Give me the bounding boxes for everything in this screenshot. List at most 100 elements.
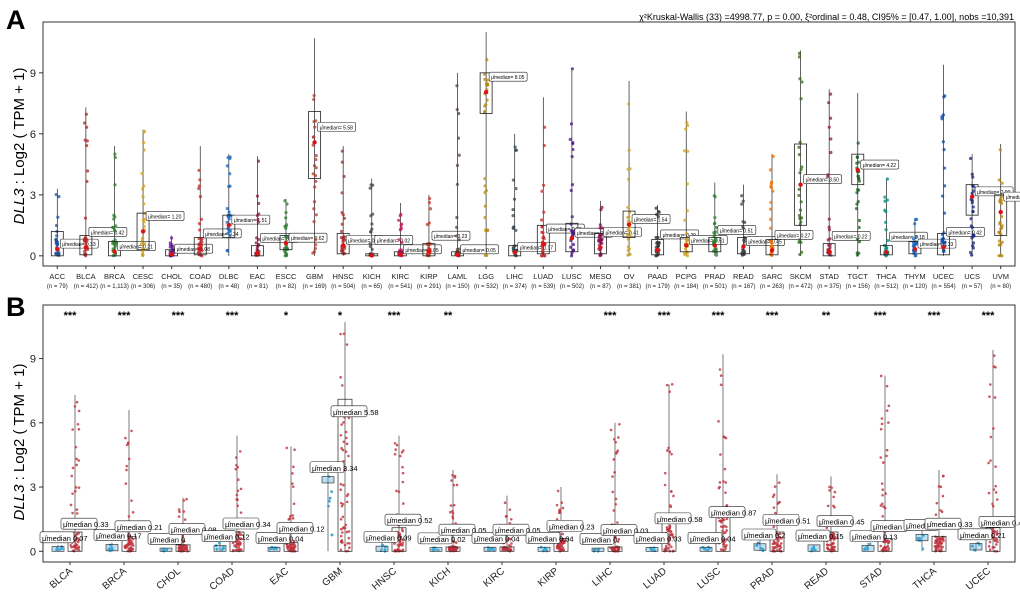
tumor-point-KIRC [508, 521, 512, 525]
data-point-TGCT [855, 161, 859, 165]
data-point-UVM [999, 215, 1004, 219]
data-point-SKCM [797, 55, 802, 59]
data-point-KIRC [399, 212, 403, 216]
tumor-point-LIHC [616, 521, 619, 524]
y-tick-label-b: 0 [30, 546, 36, 558]
data-point-DLBC [225, 164, 229, 168]
data-point-DLBC [225, 206, 229, 211]
tumor-point-LUAD [670, 383, 674, 386]
tumor-point-BRCA [124, 436, 127, 440]
tumor-point-LUAD [670, 545, 673, 549]
tumor-point-GBM [339, 482, 343, 486]
normal-box-LIHC [591, 547, 605, 552]
tumor-point-THCA [939, 509, 943, 512]
tumor-point-BRCA [124, 482, 128, 485]
x-tick-label-PRAD: PRAD [704, 272, 725, 281]
data-point-PAAD [656, 235, 660, 240]
x-tick-label-EAC: EAC [250, 272, 266, 281]
tumor-point-GBM [347, 454, 350, 458]
data-point-UCS [970, 253, 974, 257]
tumor-point-KICH [452, 503, 456, 507]
tumor-point-EAC [291, 514, 295, 517]
tumor-point-COAD [237, 533, 240, 537]
x-tick-n-PCPG: (n = 184) [674, 284, 698, 290]
tumor-point-BLCA [77, 545, 81, 549]
tumor-median-label-PRAD: μ̂median 0.51 [765, 516, 811, 525]
normal-box-COAD [213, 545, 227, 552]
tumor-point-CHOL [185, 548, 189, 551]
normal-point-BRCA [111, 548, 114, 551]
tumor-point-BRCA [125, 464, 129, 468]
tumor-point-UCEC [995, 530, 999, 533]
tumor-point-COAD [240, 537, 243, 541]
tumor-point-STAD [883, 506, 887, 510]
tumor-median-label-LUAD: μ̂median 0.58 [657, 515, 703, 524]
tumor-point-LIHC [614, 440, 618, 444]
data-point-UVM [997, 239, 1002, 243]
data-point-SARC [769, 207, 773, 211]
median-label-box-ESCC [288, 232, 328, 243]
data-point-STAD [827, 217, 831, 221]
data-point-STAD [827, 228, 832, 232]
tumor-point-STAD [887, 540, 891, 543]
data-point-OV [627, 148, 631, 152]
tumor-point-LUSC [723, 545, 727, 548]
median-point-MESO [598, 245, 603, 250]
data-point-PCPG [683, 218, 687, 222]
data-point-STAD [829, 150, 833, 155]
tumor-point-GBM [340, 504, 344, 508]
tumor-point-EAC [292, 539, 296, 543]
x-tick-label-UVM: UVM [992, 272, 1009, 281]
box-LUAD [536, 224, 550, 255]
tumor-median-box-PRAD [762, 514, 800, 526]
data-point-CESC [141, 218, 146, 222]
normal-point-KIRC [491, 546, 494, 550]
x-tick-label-PAAD: PAAD [648, 272, 668, 281]
median-label-box-PRAD [717, 225, 757, 235]
median-label-TGCT: μ̂median= 4.22 [863, 163, 897, 169]
median-label-box-UVM [1003, 191, 1020, 202]
tumor-point-BLCA [71, 428, 74, 431]
data-point-GBM [313, 237, 318, 242]
data-point-LAML [457, 238, 461, 242]
tumor-point-BLCA [75, 508, 79, 511]
data-point-STAD [827, 101, 831, 105]
tumor-point-PRAD [777, 539, 780, 543]
data-point-GBM [314, 157, 318, 162]
tumor-point-HNSC [400, 528, 404, 531]
x-tick-n-ACC: (n = 79) [47, 284, 68, 290]
tumor-point-BLCA [72, 544, 76, 548]
tumor-median-label-UCEC: μ̂median 0.42 [981, 518, 1020, 527]
tumor-point-LUAD [664, 547, 668, 551]
tumor-box-KICH [445, 546, 461, 552]
tumor-point-HNSC [401, 480, 405, 484]
data-point-COAD [196, 251, 201, 255]
tumor-median-label-COAD: μ̂median 0.34 [225, 520, 271, 529]
tumor-box-STAD [877, 538, 893, 552]
tumor-point-LIHC [614, 502, 618, 506]
tumor-point-LUSC [724, 547, 727, 551]
tumor-median-label-GBM: μ̂median 5.58 [333, 408, 379, 417]
data-point-UVM [998, 197, 1003, 201]
tumor-point-STAD [883, 545, 887, 549]
data-point-STAD [829, 92, 833, 96]
x-tick-label-PCPG: PCPG [676, 272, 697, 281]
tumor-point-UCEC [989, 435, 993, 439]
tumor-point-GBM [340, 539, 343, 543]
x-tick-n-LIHC: (n = 374) [503, 284, 527, 290]
x-tick-n-CESC: (n = 306) [131, 284, 155, 290]
data-point-BRCA [113, 152, 117, 156]
x-tick-label-KICH: KICH [363, 272, 381, 281]
data-point-CHOL [170, 243, 174, 247]
x-tick-label-KICH: KICH [428, 566, 453, 590]
tumor-point-LIHC [615, 451, 619, 454]
x-tick-label-SARC: SARC [762, 272, 783, 281]
tumor-point-READ [828, 489, 831, 492]
x-tick-label-ACC: ACC [49, 272, 65, 281]
tumor-point-COAD [236, 498, 239, 501]
data-point-THCA [886, 238, 890, 243]
median-label-box-THCA [889, 231, 928, 242]
tumor-median-label-LUSC: μ̂median 0.87 [711, 509, 757, 518]
median-point-ESCC [283, 241, 289, 246]
tumor-point-PRAD [772, 493, 776, 497]
